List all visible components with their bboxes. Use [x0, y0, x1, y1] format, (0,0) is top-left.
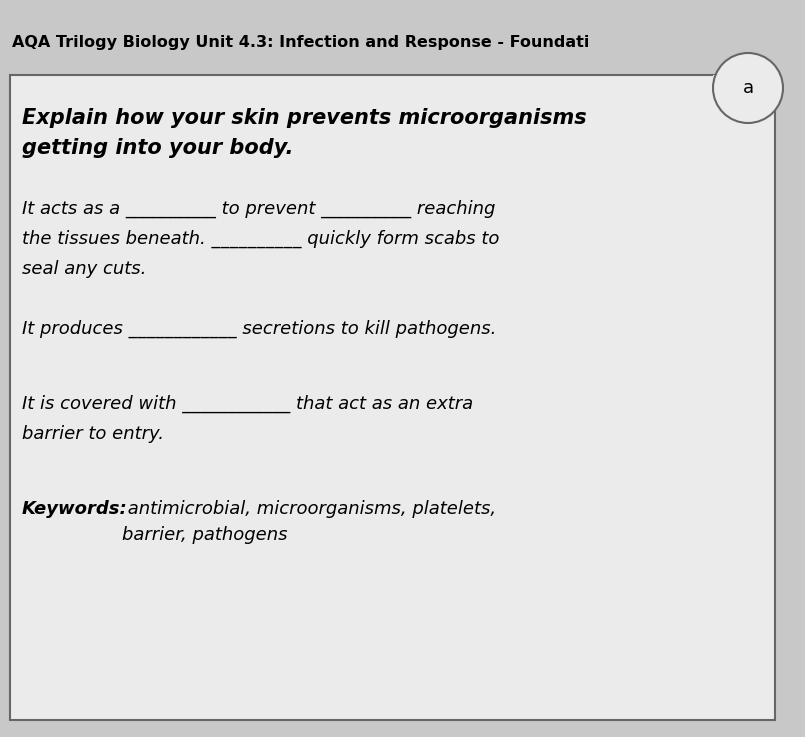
Text: AQA Trilogy Biology Unit 4.3: Infection and Response - Foundati: AQA Trilogy Biology Unit 4.3: Infection … — [12, 35, 589, 49]
Bar — [10, 75, 775, 720]
Text: It is covered with ____________ that act as an extra: It is covered with ____________ that act… — [22, 395, 473, 413]
Text: Explain how your skin prevents microorganisms: Explain how your skin prevents microorga… — [22, 108, 587, 128]
Text: getting into your body.: getting into your body. — [22, 138, 293, 158]
Text: the tissues beneath. __________ quickly form scabs to: the tissues beneath. __________ quickly … — [22, 230, 499, 248]
Text: antimicrobial, microorganisms, platelets,
barrier, pathogens: antimicrobial, microorganisms, platelets… — [122, 500, 496, 545]
Text: a: a — [742, 79, 753, 97]
Text: It acts as a __________ to prevent __________ reaching: It acts as a __________ to prevent _____… — [22, 200, 495, 218]
Text: barrier to entry.: barrier to entry. — [22, 425, 164, 443]
Bar — [713, 75, 750, 112]
Text: Keywords:: Keywords: — [22, 500, 128, 518]
Text: It produces ____________ secretions to kill pathogens.: It produces ____________ secretions to k… — [22, 320, 497, 338]
Circle shape — [713, 53, 783, 123]
Text: seal any cuts.: seal any cuts. — [22, 260, 147, 278]
